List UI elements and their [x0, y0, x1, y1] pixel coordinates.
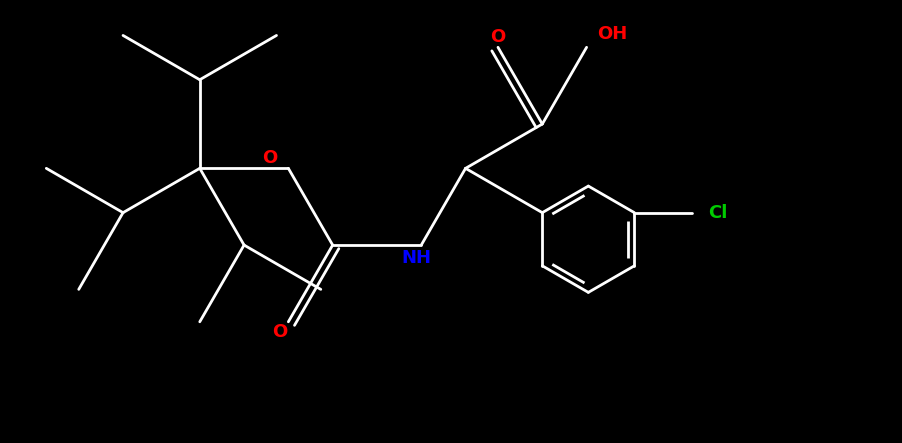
Text: NH: NH: [401, 249, 432, 268]
Text: O: O: [272, 323, 287, 342]
Text: O: O: [262, 149, 278, 167]
Text: OH: OH: [597, 25, 628, 43]
Text: O: O: [491, 27, 506, 46]
Text: Cl: Cl: [708, 204, 727, 222]
